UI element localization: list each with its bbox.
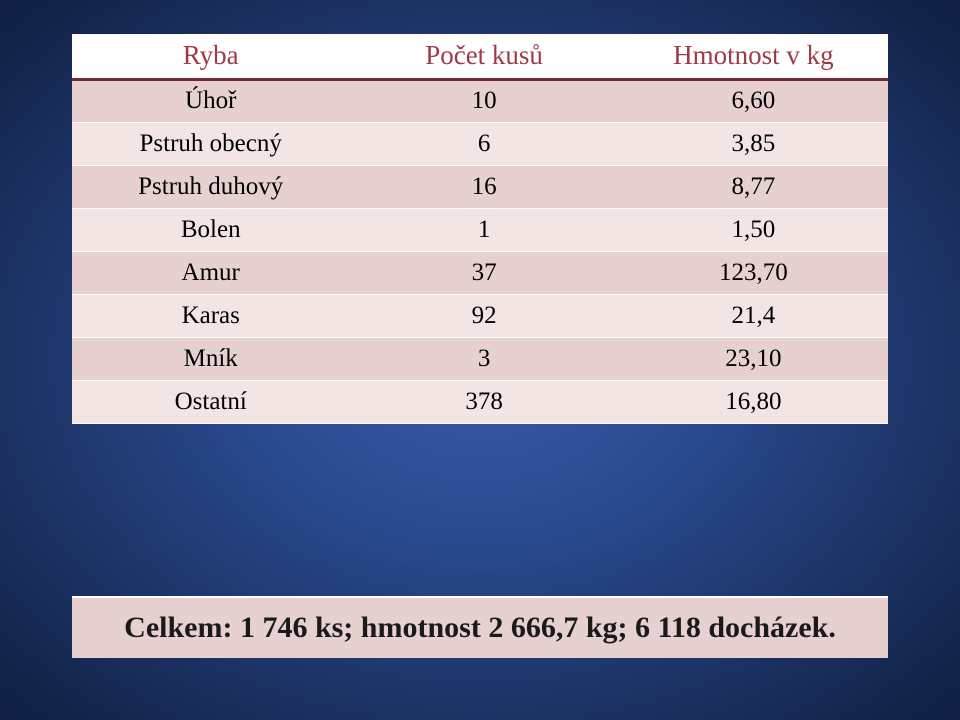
- cell-count: 10: [349, 79, 618, 122]
- cell-species: Mník: [72, 337, 349, 380]
- summary-text: Celkem: 1 746 ks; hmotnost 2 666,7 kg; 6…: [124, 611, 836, 645]
- cell-count: 6: [349, 122, 618, 165]
- cell-count: 1: [349, 208, 618, 251]
- table-header-row: Ryba Počet kusů Hmotnost v kg: [72, 34, 888, 79]
- table-row: Karas 92 21,4: [72, 294, 888, 337]
- cell-weight: 8,77: [619, 165, 888, 208]
- fish-table-container: Ryba Počet kusů Hmotnost v kg Úhoř 10 6,…: [72, 34, 888, 424]
- cell-weight: 123,70: [619, 251, 888, 294]
- cell-species: Bolen: [72, 208, 349, 251]
- table-row: Úhoř 10 6,60: [72, 79, 888, 122]
- cell-count: 16: [349, 165, 618, 208]
- cell-species: Amur: [72, 251, 349, 294]
- col-header-weight: Hmotnost v kg: [619, 34, 888, 79]
- table-row: Pstruh duhový 16 8,77: [72, 165, 888, 208]
- cell-species: Karas: [72, 294, 349, 337]
- table-row: Ostatní 378 16,80: [72, 380, 888, 423]
- cell-count: 92: [349, 294, 618, 337]
- cell-species: Ostatní: [72, 380, 349, 423]
- cell-weight: 3,85: [619, 122, 888, 165]
- cell-species: Pstruh duhový: [72, 165, 349, 208]
- table-row: Bolen 1 1,50: [72, 208, 888, 251]
- fish-table: Ryba Počet kusů Hmotnost v kg Úhoř 10 6,…: [72, 34, 888, 424]
- cell-weight: 23,10: [619, 337, 888, 380]
- cell-weight: 21,4: [619, 294, 888, 337]
- cell-count: 3: [349, 337, 618, 380]
- cell-count: 378: [349, 380, 618, 423]
- cell-count: 37: [349, 251, 618, 294]
- table-row: Pstruh obecný 6 3,85: [72, 122, 888, 165]
- col-header-count: Počet kusů: [349, 34, 618, 79]
- cell-species: Úhoř: [72, 79, 349, 122]
- cell-weight: 16,80: [619, 380, 888, 423]
- summary-box: Celkem: 1 746 ks; hmotnost 2 666,7 kg; 6…: [72, 596, 888, 658]
- cell-weight: 6,60: [619, 79, 888, 122]
- cell-weight: 1,50: [619, 208, 888, 251]
- col-header-species: Ryba: [72, 34, 349, 79]
- cell-species: Pstruh obecný: [72, 122, 349, 165]
- table-row: Amur 37 123,70: [72, 251, 888, 294]
- table-row: Mník 3 23,10: [72, 337, 888, 380]
